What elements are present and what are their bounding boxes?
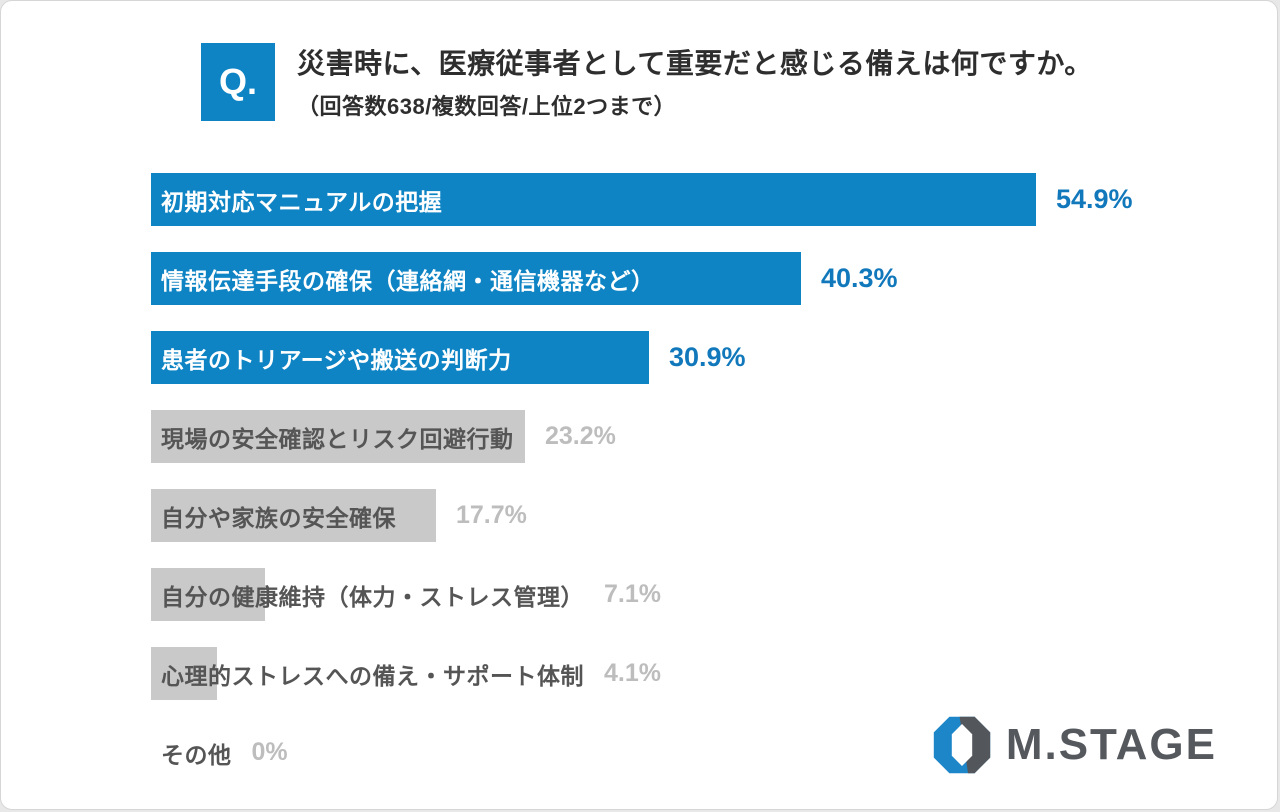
bar bbox=[151, 331, 649, 384]
bar-value: 0% bbox=[251, 738, 288, 766]
chart-row: 自分の健康維持（体力・ストレス管理） 7.1% bbox=[151, 568, 1231, 621]
bar-label: 初期対応マニュアルの把握 bbox=[161, 188, 443, 215]
question-header: Q. 災害時に、医療従事者として重要だと感じる備えは何ですか。 （回答数638/… bbox=[201, 43, 1093, 121]
chart-row: 現場の安全確認とリスク回避行動 23.2% bbox=[151, 410, 1231, 463]
bar-value: 54.9% bbox=[1056, 184, 1133, 214]
bar bbox=[151, 568, 265, 621]
bar-label: 情報伝達手段の確保（連絡網・通信機器など） bbox=[161, 267, 655, 294]
chart-row: 患者のトリアージや搬送の判断力 30.9% bbox=[151, 331, 1231, 384]
horizontal-bar-chart: 初期対応マニュアルの把握 54.9% 情報伝達手段の確保（連絡網・通信機器など） 40… bbox=[151, 173, 1231, 805]
mstage-logo: M.STAGE bbox=[932, 713, 1217, 777]
chart-row: その他 0% bbox=[151, 726, 1231, 779]
mstage-logo-icon bbox=[933, 716, 991, 774]
question-title: 災害時に、医療従事者として重要だと感じる備えは何ですか。 bbox=[297, 48, 1093, 79]
bar-label: 患者のトリアージや搬送の判断力 bbox=[161, 346, 512, 373]
bar-label: 現場の安全確認とリスク回避行動 bbox=[161, 425, 514, 452]
bar-value: 17.7% bbox=[456, 501, 527, 529]
bar bbox=[151, 647, 217, 700]
bar bbox=[151, 252, 801, 305]
bar bbox=[151, 489, 436, 542]
question-subtitle: （回答数638/複数回答/上位2つまで） bbox=[297, 93, 677, 119]
mstage-logo-text: M.STAGE bbox=[1005, 720, 1217, 769]
chart-row: 自分や家族の安全確保 17.7% bbox=[151, 489, 1231, 542]
bar bbox=[151, 410, 525, 463]
chart-row: 情報伝達手段の確保（連絡網・通信機器など） 40.3% bbox=[151, 252, 1231, 305]
question-text-block: 災害時に、医療従事者として重要だと感じる備えは何ですか。 （回答数638/複数回… bbox=[297, 43, 1093, 121]
bar-value: 30.9% bbox=[669, 342, 746, 372]
chart-row: 初期対応マニュアルの把握 54.9% bbox=[151, 173, 1231, 226]
question-badge: Q. bbox=[201, 43, 275, 121]
bar-label: 心理的ストレスへの備え・サポート体制 bbox=[161, 662, 584, 689]
bar-label: 自分や家族の安全確保 bbox=[161, 504, 396, 531]
bar-value: 40.3% bbox=[821, 263, 898, 293]
chart-row: 心理的ストレスへの備え・サポート体制 4.1% bbox=[151, 647, 1231, 700]
bar-value: 7.1% bbox=[604, 580, 661, 608]
bar-label: 自分の健康維持（体力・ストレス管理） bbox=[161, 583, 584, 610]
bar bbox=[151, 173, 1036, 226]
bar-value: 23.2% bbox=[545, 422, 616, 450]
bar-value: 4.1% bbox=[604, 659, 661, 687]
bar-label: その他 bbox=[161, 741, 232, 768]
